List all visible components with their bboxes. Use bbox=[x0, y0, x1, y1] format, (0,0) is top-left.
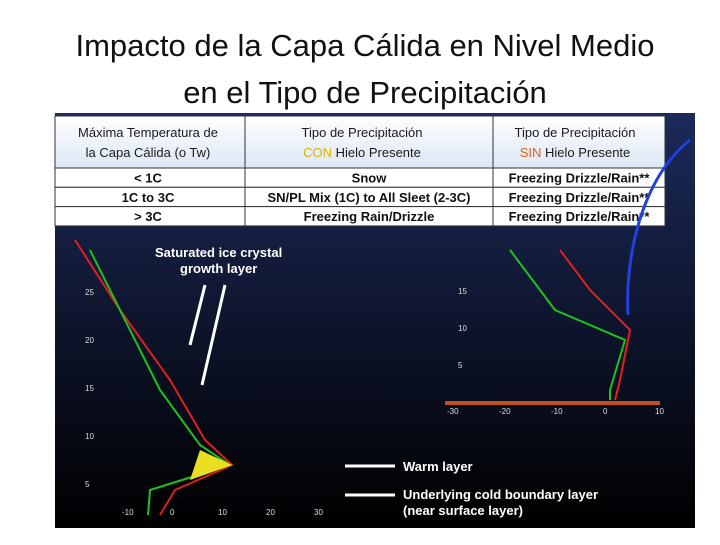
annotation: growth layer bbox=[180, 261, 257, 276]
annotation: Warm layer bbox=[403, 459, 473, 474]
tick-label: 10 bbox=[458, 324, 467, 333]
sounding bbox=[74, 138, 691, 516]
table-cell: Freezing Drizzle/Rain** bbox=[509, 171, 651, 186]
table-cell: Snow bbox=[352, 171, 388, 186]
table-body: < 1C Snow Freezing Drizzle/Rain** 1C to 3C S… bbox=[54, 167, 666, 227]
tick-label: 10 bbox=[85, 432, 94, 441]
tick-label: 5 bbox=[85, 480, 90, 489]
header-cell: la Capa Cálida (o Tw) bbox=[86, 145, 211, 160]
annotation: (near surface layer) bbox=[403, 503, 523, 518]
tick-label: -10 bbox=[122, 508, 134, 517]
title-line: Impacto de la Capa Cálida en Nivel Medio bbox=[76, 28, 655, 63]
tick-label: 0 bbox=[603, 407, 608, 416]
tick-label: -20 bbox=[499, 407, 511, 416]
table-row bbox=[54, 206, 666, 227]
tick-label: 10 bbox=[655, 407, 664, 416]
annotation: Saturated ice crystal bbox=[155, 245, 282, 260]
tick-label: 20 bbox=[266, 508, 275, 517]
table-cell: Freezing Drizzle/Rain** bbox=[509, 209, 651, 224]
header-cell: CON Hielo Presente bbox=[303, 145, 421, 160]
tick-label: 25 bbox=[85, 288, 94, 297]
table-cell: 1C to 3C bbox=[122, 190, 175, 205]
table-cell: Freezing Drizzle/Rain** bbox=[509, 190, 651, 205]
table-cell: SN/PL Mix (1C) to All Sleet (2-3C) bbox=[268, 190, 471, 205]
table-cell: Freezing Rain/Drizzle bbox=[304, 209, 435, 224]
annotation: Underlying cold boundary layer bbox=[403, 487, 598, 502]
tick-label: 20 bbox=[85, 336, 94, 345]
header-cell: SIN Hielo Presente bbox=[520, 145, 631, 160]
table-cell: > 3C bbox=[134, 209, 162, 224]
header-cell: Máxima Temperatura de bbox=[78, 125, 218, 140]
tick-label: 5 bbox=[458, 361, 463, 370]
title-line: en el Tipo de Precipitación bbox=[183, 75, 547, 110]
table-header bbox=[54, 115, 666, 169]
tick-label: 10 bbox=[218, 508, 227, 517]
tick-label: -30 bbox=[447, 407, 459, 416]
tick-label: -10 bbox=[551, 407, 563, 416]
tick-label: 15 bbox=[458, 287, 467, 296]
table-cell: < 1C bbox=[134, 171, 162, 186]
axis-labels: 25 20 15 10 5 -10 0 10 20 30 15 10 5 -30 -20 -10 0 10 bbox=[85, 287, 664, 517]
tick-label: 30 bbox=[314, 508, 323, 517]
tick-label: 15 bbox=[85, 384, 94, 393]
header-cell: Tipo de Precipitación bbox=[302, 125, 423, 140]
header-cell: Tipo de Precipitación bbox=[515, 125, 636, 140]
tick-label: 0 bbox=[170, 508, 175, 517]
